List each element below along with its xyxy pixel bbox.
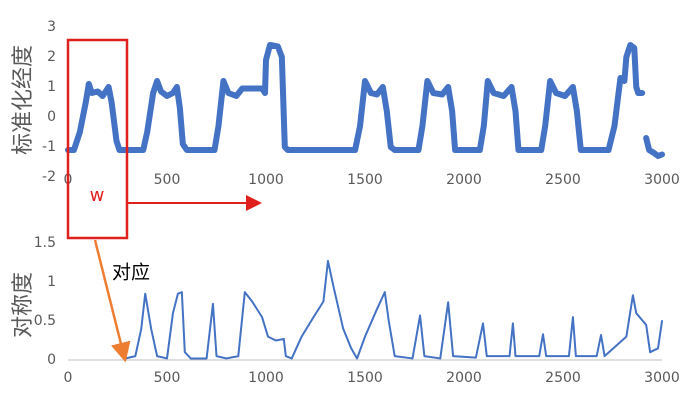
x-tick-label: 3000 bbox=[644, 370, 680, 386]
y-tick-label: -1 bbox=[42, 139, 56, 155]
y-tick-label: 1 bbox=[47, 79, 56, 95]
x-tick-label: 500 bbox=[154, 370, 181, 386]
x-tick-label: 1000 bbox=[248, 172, 284, 188]
x-tick-label: 1500 bbox=[347, 172, 383, 188]
x-tick-label: 2000 bbox=[446, 370, 482, 386]
y-tick-label: 1 bbox=[47, 274, 56, 290]
annotation: 对应 bbox=[112, 262, 150, 284]
x-tick-label: 500 bbox=[154, 172, 181, 188]
x-tick-label: 2000 bbox=[446, 172, 482, 188]
y-tick-label: 0 bbox=[47, 352, 56, 368]
x-tick-label: 0 bbox=[64, 370, 73, 386]
x-tick-label: 1000 bbox=[248, 370, 284, 386]
window-box bbox=[66, 38, 129, 240]
x-tick-label: 3000 bbox=[644, 172, 680, 188]
y-tick-label: -2 bbox=[42, 169, 56, 185]
x-tick-label: 2500 bbox=[545, 370, 581, 386]
y-axis-title: 标准化经度 bbox=[11, 45, 36, 155]
y-tick-label: 2 bbox=[47, 49, 56, 65]
x-tick-label: 1500 bbox=[347, 370, 383, 386]
x-tick-label: 2500 bbox=[545, 172, 581, 188]
line bbox=[124, 259, 663, 360]
y-tick-label: 0 bbox=[47, 109, 56, 125]
line bbox=[65, 42, 665, 159]
arrow bbox=[93, 239, 131, 363]
annotation: w bbox=[90, 185, 105, 206]
y-tick-label: 3 bbox=[47, 19, 56, 35]
y-axis-title: 对称度 bbox=[11, 272, 36, 338]
y-tick-label: 1.5 bbox=[34, 235, 56, 251]
y-tick-label: 0.5 bbox=[34, 313, 56, 329]
